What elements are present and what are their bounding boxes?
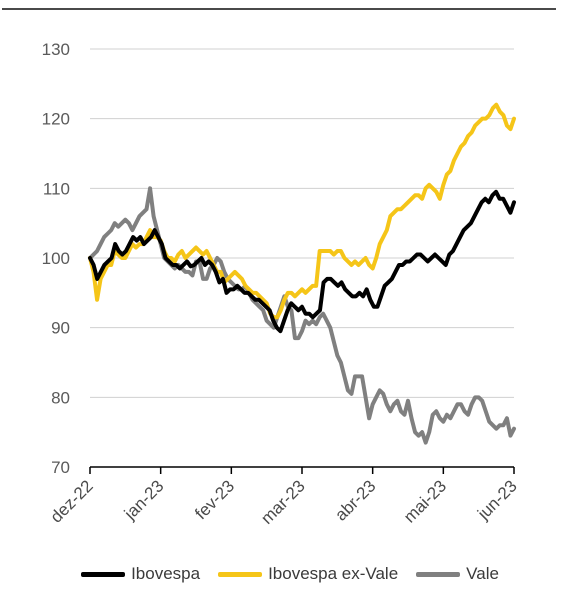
- y-tick-label-70: 70: [51, 458, 70, 477]
- x-tick-label-mai-23: mai-23: [400, 476, 450, 526]
- axes: 70 80 90 100 110 120 130 dez-22 jan-23 fev-23 mar-…: [42, 40, 521, 528]
- x-tick-label-jun-23: jun-23: [473, 476, 521, 524]
- legend-label-vale: Vale: [466, 564, 499, 583]
- y-tick-label-100: 100: [42, 249, 70, 268]
- legend-swatch-vale: [416, 571, 461, 577]
- series-line-vale: [88, 186, 516, 445]
- x-tick-label-mar-23: mar-23: [257, 476, 309, 528]
- x-tick-label-abr-23: abr-23: [331, 476, 379, 524]
- legend-item-ibovespa: Ibovespa: [81, 564, 200, 584]
- top-rule: [2, 8, 556, 10]
- y-tick-label-90: 90: [51, 319, 70, 338]
- series-lines: [88, 102, 516, 445]
- legend-item-vale: Vale: [416, 564, 499, 584]
- x-tick-label-fev-23: fev-23: [191, 476, 238, 523]
- legend-label-ibovespa-ex-vale: Ibovespa ex-Vale: [268, 564, 399, 583]
- series-line-ibovespa: [88, 189, 516, 334]
- legend-swatch-ibovespa: [81, 571, 126, 577]
- y-tick-label-80: 80: [51, 388, 70, 407]
- y-tick-label-110: 110: [43, 179, 70, 198]
- x-tick-label-jan-23: jan-23: [120, 476, 168, 524]
- legend-item-ibovespa-ex-vale: Ibovespa ex-Vale: [218, 564, 398, 584]
- legend-swatch-ibovespa-ex-vale: [218, 571, 263, 577]
- legend: Ibovespa Ibovespa ex-Vale Vale: [0, 564, 580, 584]
- y-tick-label-130: 130: [42, 40, 70, 59]
- legend-label-ibovespa: Ibovespa: [131, 564, 201, 583]
- y-tick-label-120: 120: [42, 110, 70, 129]
- x-tick-label-dez-22: dez-22: [47, 476, 97, 526]
